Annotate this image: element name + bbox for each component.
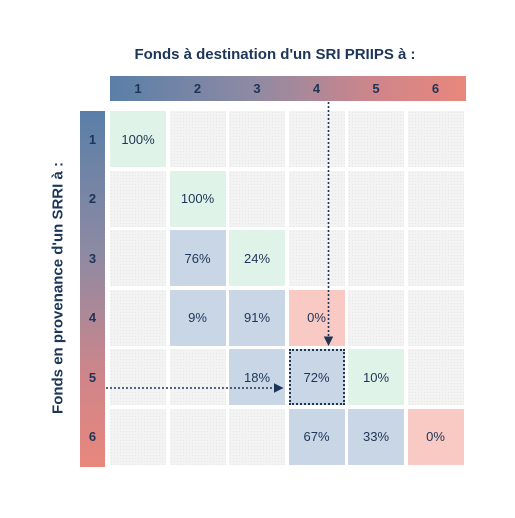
matrix-cell-r5-c3: 18%	[229, 349, 285, 405]
matrix-cell-r1-c1: 100%	[110, 111, 166, 167]
matrix-cell-r3-c2: 76%	[169, 230, 226, 286]
matrix-cell-r1-c2	[169, 111, 226, 167]
row-header-4: 4	[88, 310, 97, 325]
row-header-3: 3	[88, 250, 97, 266]
matrix-cell-r4-c1	[110, 289, 166, 346]
matrix-cell-r3-c1	[110, 230, 166, 286]
column-header-6: 6	[431, 81, 440, 96]
row-header-2: 2	[88, 191, 97, 206]
column-header-3: 3	[253, 81, 261, 96]
matrix-cell-r4-c6	[407, 289, 464, 346]
matrix-cell-r6-c4: 67%	[288, 408, 345, 465]
matrix-cell-r2-c5	[348, 170, 404, 227]
matrix-cell-r2-c1	[110, 170, 166, 227]
matrix-cell-r4-c2: 9%	[169, 289, 226, 346]
matrix-cell-r2-c6	[407, 170, 464, 227]
matrix-cell-r3-c6	[407, 230, 464, 286]
column-header-bar	[110, 76, 466, 101]
matrix-cell-r2-c2: 100%	[169, 170, 226, 227]
row-header-6: 6	[88, 429, 97, 444]
matrix-cell-r6-c2	[169, 408, 226, 465]
column-header-1: 1	[134, 81, 142, 96]
matrix-cell-r4-c5	[348, 289, 404, 346]
matrix-cell-r1-c5	[348, 111, 404, 167]
matrix-cell-r6-c5: 33%	[348, 408, 404, 465]
matrix-cell-r5-c6	[407, 349, 464, 405]
row-header-bar	[80, 111, 105, 467]
matrix-cell-r5-c1	[110, 349, 166, 405]
matrix-cell-r1-c3	[229, 111, 285, 167]
column-header-5: 5	[372, 81, 380, 96]
matrix-cell-r4-c3: 91%	[229, 289, 285, 346]
matrix-cell-r2-c4	[288, 170, 345, 227]
matrix-cell-r3-c5	[348, 230, 404, 286]
matrix-cell-r5-c4: 72%	[288, 349, 345, 405]
matrix-cell-r1-c4	[288, 111, 345, 167]
matrix-cell-r2-c3	[229, 170, 285, 227]
row-header-1: 1	[88, 131, 97, 147]
column-header-2: 2	[193, 81, 202, 96]
matrix-cell-r1-c6	[407, 111, 464, 167]
row-header-5: 5	[88, 369, 97, 385]
matrix-cell-r3-c3: 24%	[229, 230, 285, 286]
matrix-cell-r6-c3	[229, 408, 285, 465]
matrix-cell-r5-c2	[169, 349, 226, 405]
matrix-cell-r6-c6: 0%	[407, 408, 464, 465]
matrix-cell-r4-c4: 0%	[288, 289, 345, 346]
matrix-cell-r6-c1	[110, 408, 166, 465]
column-header-4: 4	[312, 81, 321, 96]
matrix-cell-r5-c5: 10%	[348, 349, 404, 405]
matrix-cell-r3-c4	[288, 230, 345, 286]
column-axis-title: Fonds à destination d'un SRI PRIIPS à :	[134, 46, 416, 63]
